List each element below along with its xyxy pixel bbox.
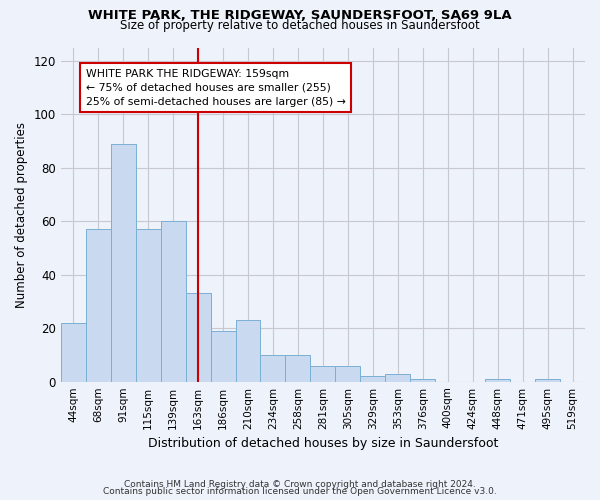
Bar <box>111 144 136 382</box>
Text: Size of property relative to detached houses in Saundersfoot: Size of property relative to detached ho… <box>120 19 480 32</box>
Bar <box>335 366 361 382</box>
Text: WHITE PARK THE RIDGEWAY: 159sqm
← 75% of detached houses are smaller (255)
25% o: WHITE PARK THE RIDGEWAY: 159sqm ← 75% of… <box>86 69 346 107</box>
Bar <box>310 366 335 382</box>
Bar <box>361 376 385 382</box>
Bar <box>236 320 260 382</box>
Bar <box>260 355 286 382</box>
Bar <box>535 379 560 382</box>
Bar <box>161 222 185 382</box>
Bar <box>86 230 111 382</box>
Bar <box>185 294 211 382</box>
X-axis label: Distribution of detached houses by size in Saundersfoot: Distribution of detached houses by size … <box>148 437 498 450</box>
Bar <box>485 379 510 382</box>
Y-axis label: Number of detached properties: Number of detached properties <box>15 122 28 308</box>
Bar <box>385 374 410 382</box>
Bar <box>286 355 310 382</box>
Bar <box>61 323 86 382</box>
Text: Contains public sector information licensed under the Open Government Licence v3: Contains public sector information licen… <box>103 487 497 496</box>
Text: WHITE PARK, THE RIDGEWAY, SAUNDERSFOOT, SA69 9LA: WHITE PARK, THE RIDGEWAY, SAUNDERSFOOT, … <box>88 9 512 22</box>
Bar <box>410 379 435 382</box>
Bar <box>211 331 236 382</box>
Bar <box>136 230 161 382</box>
Text: Contains HM Land Registry data © Crown copyright and database right 2024.: Contains HM Land Registry data © Crown c… <box>124 480 476 489</box>
